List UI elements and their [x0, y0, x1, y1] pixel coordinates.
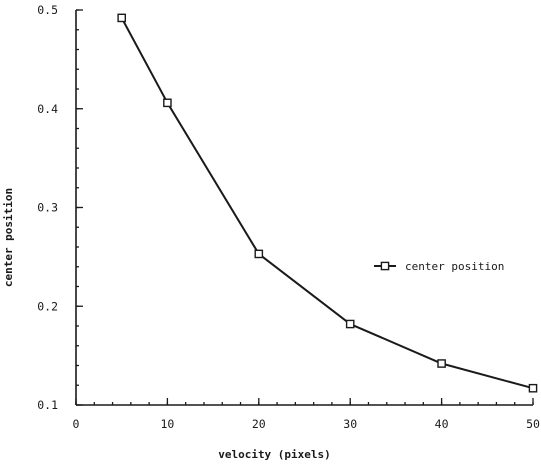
y-tick-label: 0.2 [37, 299, 58, 313]
series-line-center-position [120, 17, 534, 390]
x-tick-label: 0 [73, 417, 80, 431]
x-tick-label: 20 [252, 417, 266, 431]
x-tick-label: 10 [160, 417, 174, 431]
x-tick-label: 30 [343, 417, 357, 431]
y-tick-label: 0.1 [37, 398, 58, 412]
y-axis-title: center position [2, 188, 15, 287]
legend: center position [374, 260, 504, 273]
data-point-marker [528, 383, 538, 393]
legend-marker [380, 261, 390, 271]
data-point-marker [345, 319, 355, 329]
y-tick-label: 0.3 [37, 201, 58, 215]
data-point-marker [437, 359, 446, 368]
plot-area [117, 13, 538, 393]
data-point-marker [163, 98, 172, 108]
x-tick-label: 50 [526, 417, 540, 431]
y-tick-label: 0.5 [37, 3, 58, 17]
legend-label: center position [405, 260, 504, 273]
axes [75, 10, 533, 406]
data-point-marker [254, 249, 264, 259]
ticks: 0 10 20 30 40 50 0.1 0.2 0.3 0.4 0.5 [37, 3, 540, 431]
x-axis-title: velocity (pixels) [218, 448, 331, 461]
y-tick-label: 0.4 [37, 102, 58, 116]
data-point-marker [117, 13, 126, 23]
x-tick-label: 40 [435, 417, 449, 431]
